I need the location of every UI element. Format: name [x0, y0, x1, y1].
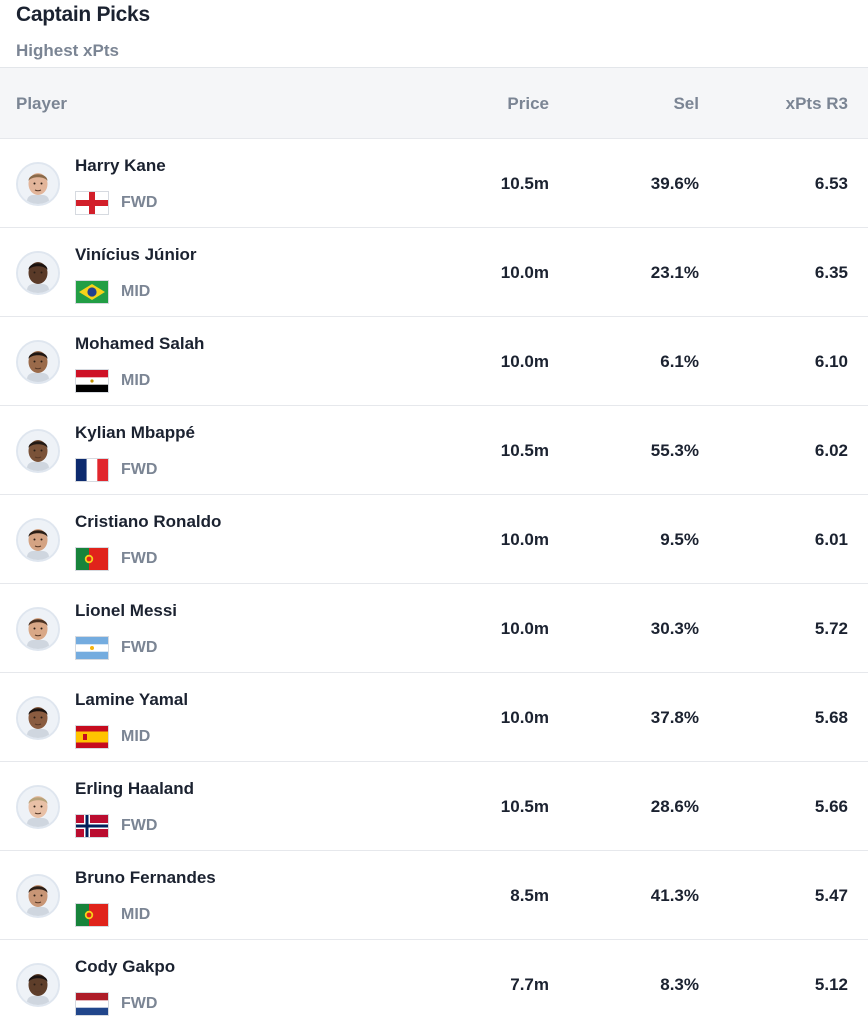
player-selected-percent: 28.6%	[650, 797, 699, 816]
table-row[interactable]: Harry Kane FWD 10.5m 39.6% 6.53	[0, 139, 868, 228]
player-position: MID	[121, 283, 151, 300]
egypt-flag-icon	[75, 369, 109, 393]
player-xpts: 5.66	[814, 797, 848, 816]
player-avatar	[16, 251, 60, 295]
player-price: 10.5m	[500, 174, 549, 193]
player-selected-percent: 8.3%	[660, 975, 699, 994]
player-price: 10.0m	[500, 530, 549, 549]
player-name[interactable]: Cody Gakpo	[75, 957, 176, 976]
player-name[interactable]: Harry Kane	[75, 156, 166, 175]
player-avatar	[16, 518, 60, 562]
player-xpts: 5.72	[814, 619, 848, 638]
player-avatar	[16, 607, 60, 651]
page-subtitle: Highest xPts	[16, 41, 119, 60]
header: Captain Picks Highest xPts	[0, 0, 868, 68]
table-row[interactable]: Kylian Mbappé FWD 10.5m 55.3% 6.02	[0, 406, 868, 495]
player-name[interactable]: Lionel Messi	[75, 601, 178, 620]
player-avatar	[16, 340, 60, 384]
player-xpts: 5.68	[814, 708, 848, 727]
player-selected-percent: 55.3%	[650, 441, 699, 460]
column-header-xpts[interactable]: xPts R3	[785, 94, 848, 113]
table-row[interactable]: Erling Haaland FWD 10.5m 28.6% 5.66	[0, 762, 868, 851]
player-price: 7.7m	[510, 975, 549, 994]
player-xpts: 6.53	[814, 174, 848, 193]
table-row[interactable]: Cristiano Ronaldo FWD 10.0m 9.5% 6.01	[0, 495, 868, 584]
player-name[interactable]: Kylian Mbappé	[75, 423, 195, 442]
portugal-flag-icon	[75, 547, 109, 571]
france-flag-icon	[75, 458, 109, 482]
page-title: Captain Picks	[16, 3, 150, 26]
player-position: MID	[121, 906, 151, 923]
netherlands-flag-icon	[75, 992, 109, 1016]
player-selected-percent: 37.8%	[650, 708, 699, 727]
player-xpts: 6.01	[814, 530, 848, 549]
player-xpts: 6.35	[814, 263, 848, 282]
player-selected-percent: 41.3%	[650, 886, 699, 905]
player-selected-percent: 9.5%	[660, 530, 699, 549]
player-position: FWD	[121, 639, 158, 656]
player-xpts: 6.10	[814, 352, 848, 371]
table-row[interactable]: Bruno Fernandes MID 8.5m 41.3% 5.47	[0, 851, 868, 940]
player-selected-percent: 23.1%	[650, 263, 699, 282]
norway-flag-icon	[75, 814, 109, 838]
player-position: MID	[121, 372, 151, 389]
player-position: FWD	[121, 194, 158, 211]
player-price: 10.0m	[500, 263, 549, 282]
player-position: MID	[121, 728, 151, 745]
player-price: 10.0m	[500, 708, 549, 727]
table-row[interactable]: Lionel Messi FWD 10.0m 30.3% 5.72	[0, 584, 868, 673]
player-name[interactable]: Cristiano Ronaldo	[75, 512, 222, 531]
column-header-player[interactable]: Player	[16, 94, 68, 113]
player-price: 10.0m	[500, 619, 549, 638]
player-avatar	[16, 429, 60, 473]
player-avatar	[16, 785, 60, 829]
player-name[interactable]: Vinícius Júnior	[75, 245, 197, 264]
player-selected-percent: 6.1%	[660, 352, 699, 371]
england-flag-icon	[75, 191, 109, 215]
argentina-flag-icon	[75, 636, 109, 660]
player-avatar	[16, 696, 60, 740]
player-name[interactable]: Mohamed Salah	[75, 334, 205, 353]
player-xpts: 6.02	[814, 441, 848, 460]
player-price: 8.5m	[510, 886, 549, 905]
player-position: FWD	[121, 995, 158, 1012]
table-row[interactable]: Mohamed Salah MID 10.0m 6.1% 6.10	[0, 317, 868, 406]
player-table: Harry Kane FWD 10.5m 39.6% 6.53 Vinícius Júni…	[0, 139, 868, 1024]
player-position: FWD	[121, 461, 158, 478]
player-avatar	[16, 963, 60, 1007]
player-price: 10.0m	[500, 352, 549, 371]
portugal-flag-icon	[75, 903, 109, 927]
player-name[interactable]: Erling Haaland	[75, 779, 195, 798]
player-name[interactable]: Bruno Fernandes	[75, 868, 216, 887]
brazil-flag-icon	[75, 280, 109, 304]
player-position: FWD	[121, 817, 158, 834]
player-position: FWD	[121, 550, 158, 567]
table-row[interactable]: Vinícius Júnior MID 10.0m 23.1% 6.35	[0, 228, 868, 317]
player-xpts: 5.12	[814, 975, 848, 994]
table-row[interactable]: Cody Gakpo FWD 7.7m 8.3% 5.12	[0, 940, 868, 1024]
player-avatar	[16, 162, 60, 206]
column-header-price[interactable]: Price	[507, 94, 549, 113]
player-price: 10.5m	[500, 797, 549, 816]
player-price: 10.5m	[500, 441, 549, 460]
player-avatar	[16, 874, 60, 918]
spain-flag-icon	[75, 725, 109, 749]
column-header-sel[interactable]: Sel	[673, 94, 699, 113]
player-name[interactable]: Lamine Yamal	[75, 690, 189, 709]
player-xpts: 5.47	[814, 886, 848, 905]
player-selected-percent: 30.3%	[650, 619, 699, 638]
table-header: Player Price Sel xPts R3	[0, 68, 868, 139]
player-selected-percent: 39.6%	[650, 174, 699, 193]
table-row[interactable]: Lamine Yamal MID 10.0m 37.8% 5.68	[0, 673, 868, 762]
